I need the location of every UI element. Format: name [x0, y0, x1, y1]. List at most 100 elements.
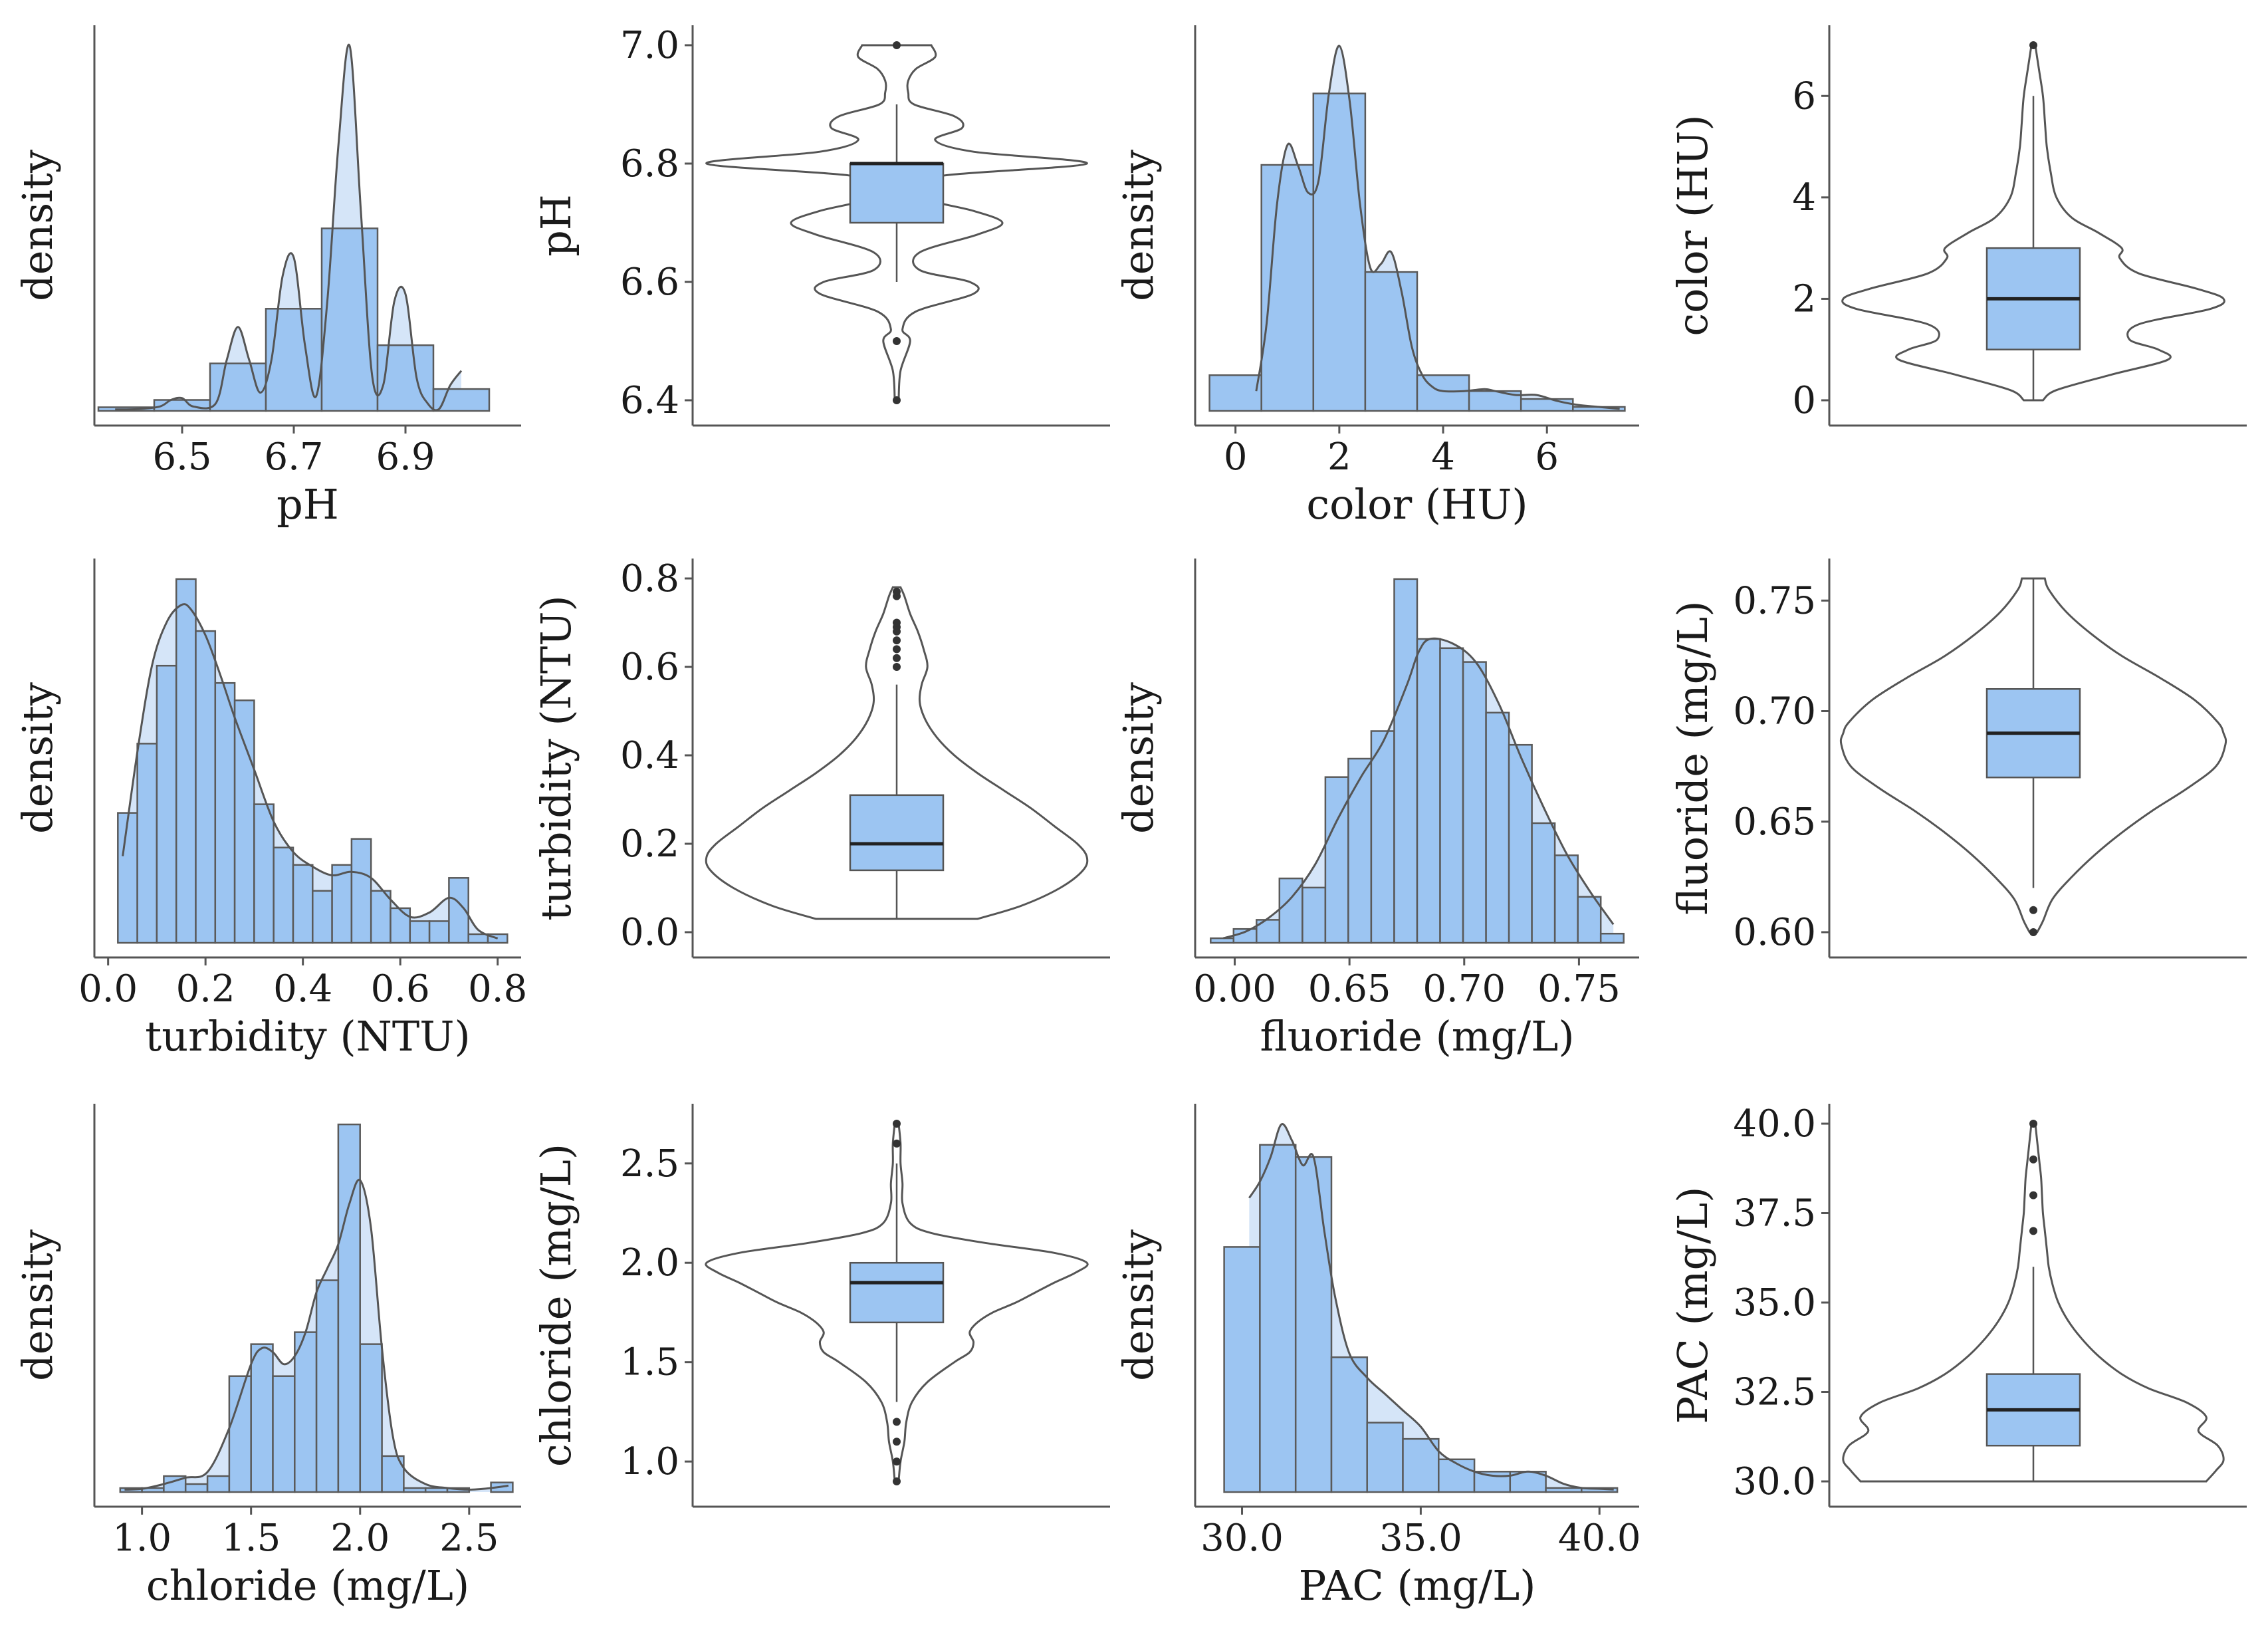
y-axis-title: density	[13, 682, 62, 834]
hist-bar	[1485, 711, 1510, 944]
hist-bar	[467, 933, 489, 944]
box-iqr	[849, 794, 945, 872]
violin-panel-violin-pac: 30.0 32.5 35.0 37.5 40.0 PAC (mg/L)	[1668, 1102, 2247, 1508]
x-tick-label: 0.0	[78, 967, 138, 1011]
y-tick-label: 4	[1792, 176, 1816, 219]
density-curve	[1222, 637, 1615, 940]
hist-bar	[1393, 578, 1418, 944]
x-tick-label: 0	[1224, 436, 1248, 479]
hist-bar	[350, 838, 372, 944]
y-tick-label: 0.0	[620, 911, 679, 954]
hist-bar	[1577, 896, 1602, 944]
y-tick-label: 0.8	[620, 557, 679, 600]
hist-panel-hist-pac: 30.0 35.0 40.0 PAC (mg/L) density	[1114, 1104, 1641, 1610]
outlier-point	[893, 41, 901, 49]
hist-bar	[1439, 647, 1464, 944]
y-tick-label: 30.0	[1733, 1460, 1816, 1503]
y-tick-label: 0.6	[620, 646, 679, 689]
density-curve	[1255, 45, 1620, 410]
hist-bar	[273, 846, 294, 944]
y-tick-label: 6.6	[620, 261, 679, 304]
hist-bar	[136, 743, 158, 944]
outlier-point	[893, 1438, 901, 1446]
y-axis-title: turbidity (NTU)	[532, 595, 580, 920]
y-tick-label: 6	[1792, 74, 1816, 118]
x-tick-label: 0.65	[1308, 967, 1391, 1011]
hist-bar	[233, 699, 255, 944]
y-tick-label: 6.8	[620, 142, 679, 186]
hist-bar	[1294, 1156, 1333, 1493]
y-tick-label: 0.75	[1733, 579, 1816, 622]
hist-bar	[428, 920, 450, 944]
outlier-point	[2029, 1191, 2037, 1199]
y-axis-title: density	[13, 1229, 62, 1381]
y-axis-title: density	[13, 150, 62, 301]
hist-bar	[1208, 374, 1262, 412]
outlier-point	[2029, 1155, 2037, 1164]
hist-bar	[1302, 886, 1327, 944]
y-tick-label: 0	[1792, 379, 1816, 422]
x-tick-label: 0.00	[1193, 967, 1276, 1011]
y-tick-label: 0.70	[1733, 690, 1816, 733]
x-axis-title: PAC (mg/L)	[1299, 1561, 1536, 1610]
hist-bar	[1402, 1438, 1440, 1493]
outlier-point	[893, 636, 901, 645]
outlier-point	[893, 654, 901, 662]
hist-bar	[432, 388, 491, 412]
hist-bar	[272, 1375, 296, 1493]
outlier-point	[2029, 928, 2037, 936]
hist-bar	[250, 1343, 274, 1493]
hist-bar	[156, 664, 177, 944]
hist-bar	[1312, 92, 1367, 412]
x-tick-label: 2.0	[330, 1517, 390, 1560]
y-axis-title: pH	[532, 194, 580, 257]
hist-bar	[409, 920, 431, 944]
x-tick-label: 4	[1431, 436, 1455, 479]
x-tick-label: 2	[1327, 436, 1351, 479]
x-tick-label: 0.6	[371, 967, 430, 1011]
outlier-point	[2029, 906, 2037, 914]
violin-panel-violin-ph: 6.4 6.6 6.8 7.0 pH	[532, 24, 1110, 427]
violin-panel-violin-fluoride: 0.60 0.65 0.70 0.75 fluoride (mg/L)	[1668, 559, 2247, 959]
box-iqr	[849, 162, 945, 224]
density-curve	[1248, 1123, 1614, 1491]
y-tick-label: 1.0	[620, 1440, 679, 1483]
x-tick-label: 1.0	[112, 1517, 171, 1560]
x-axis-title: color (HU)	[1306, 480, 1528, 529]
outlier-point	[893, 645, 901, 654]
x-axis-title: turbidity (NTU)	[145, 1012, 470, 1061]
x-tick-label: 1.5	[221, 1517, 281, 1560]
hist-bar	[1330, 1356, 1369, 1493]
hist-bar	[1545, 1487, 1583, 1493]
hist-bar	[312, 890, 333, 944]
y-tick-label: 0.65	[1733, 801, 1816, 844]
hist-panel-hist-ph: 6.5 6.7 6.9 pH density	[13, 25, 521, 529]
hist-bar	[117, 812, 138, 944]
x-tick-label: 0.4	[273, 967, 332, 1011]
hist-bar	[1259, 1144, 1297, 1493]
hist-bar	[1370, 730, 1395, 944]
violin-panel-violin-color: 0 2 4 6 color (HU)	[1668, 25, 2247, 427]
hist-bar	[1462, 661, 1487, 944]
y-tick-label: 2	[1792, 277, 1816, 320]
y-tick-label: 2.0	[620, 1241, 679, 1285]
hist-bar	[1508, 743, 1533, 944]
y-tick-label: 32.5	[1733, 1371, 1816, 1414]
outlier-point	[893, 1139, 901, 1148]
x-tick-label: 6.9	[376, 436, 435, 479]
hist-bar	[206, 1475, 231, 1493]
x-tick-label: 0.75	[1537, 967, 1621, 1011]
outlier-point	[2029, 1120, 2037, 1128]
violin-panel-violin-chloride: 1.0 1.5 2.0 2.5 chloride (mg/L)	[532, 1104, 1110, 1508]
hist-bar	[381, 1455, 405, 1493]
hist-bar	[359, 1343, 383, 1493]
hist-bar	[292, 864, 314, 944]
y-tick-label: 35.0	[1733, 1281, 1816, 1324]
y-axis-title: PAC (mg/L)	[1668, 1187, 1717, 1424]
x-tick-label: 6.5	[152, 436, 211, 479]
x-tick-label: 6	[1535, 436, 1559, 479]
hist-bar	[195, 630, 217, 944]
outlier-point	[893, 1477, 901, 1485]
